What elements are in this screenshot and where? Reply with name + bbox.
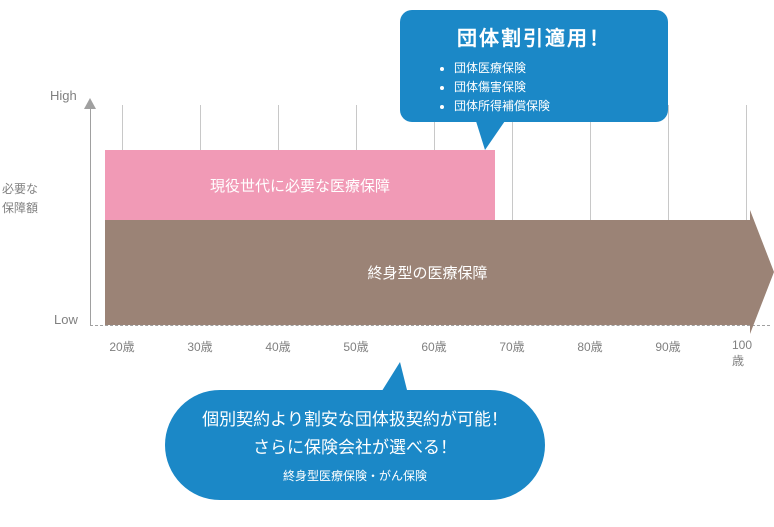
x-tick: 100歳: [732, 338, 760, 369]
bottom-callout-line2: さらに保険会社が選べる！: [253, 434, 457, 461]
x-tick: 60歳: [421, 338, 446, 355]
bottom-callout-line1: 個別契約より割安な団体扱契約が可能！: [202, 406, 508, 433]
bar-lifetime-coverage: 終身型の医療保障: [105, 220, 750, 325]
x-tick: 50歳: [343, 338, 368, 355]
top-callout-list: 団体医療保険 団体傷害保険 団体所得補償保険: [418, 59, 650, 117]
gridline: [746, 105, 747, 220]
bar-lifetime-arrowhead: [750, 210, 774, 334]
y-axis-title: 必要な 保障額: [2, 180, 38, 218]
top-callout-item: 団体医療保険: [454, 59, 650, 78]
top-callout-item: 団体所得補償保険: [454, 97, 650, 116]
gridline: [512, 105, 513, 220]
top-callout: 団体割引適用！ 団体医療保険 団体傷害保険 団体所得補償保険: [400, 10, 668, 122]
top-callout-title: 団体割引適用！: [418, 22, 650, 51]
bottom-callout-sub: 終身型医療保険・がん保険: [283, 467, 427, 484]
gridline: [278, 105, 279, 150]
gridline: [356, 105, 357, 150]
insurance-coverage-chart: 必要な 保障額 High Low 終身型の医療保障 現役世代に必要な医療保障 2…: [0, 0, 774, 527]
gridline: [122, 105, 123, 150]
bar-working-age-coverage: 現役世代に必要な医療保障: [105, 150, 495, 220]
x-tick: 80歳: [577, 338, 602, 355]
y-axis-title-l2: 保障額: [2, 201, 38, 215]
x-tick: 70歳: [499, 338, 524, 355]
gridline: [668, 105, 669, 220]
top-callout-tail: [475, 118, 507, 150]
x-tick: 90歳: [655, 338, 680, 355]
y-axis-title-l1: 必要な: [2, 182, 38, 196]
x-axis-baseline: [90, 325, 770, 326]
x-tick: 40歳: [265, 338, 290, 355]
x-tick: 30歳: [187, 338, 212, 355]
y-axis-high: High: [50, 88, 77, 103]
gridline: [200, 105, 201, 150]
top-callout-item: 団体傷害保険: [454, 78, 650, 97]
bar-working-age-label: 現役世代に必要な医療保障: [105, 150, 495, 220]
x-tick: 20歳: [109, 338, 134, 355]
bottom-callout: 個別契約より割安な団体扱契約が可能！ さらに保険会社が選べる！ 終身型医療保険・…: [165, 390, 545, 500]
bar-lifetime-label: 終身型の医療保障: [105, 220, 750, 325]
gridline: [590, 105, 591, 220]
y-axis-low: Low: [54, 312, 78, 327]
